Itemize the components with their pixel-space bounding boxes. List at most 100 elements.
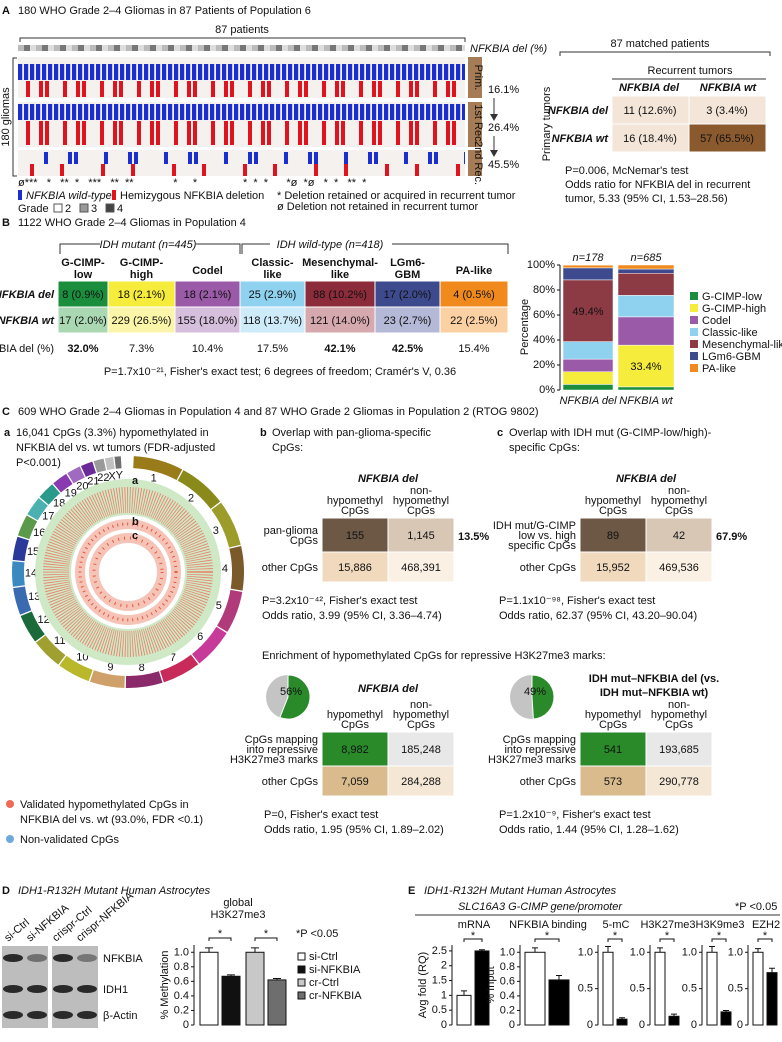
y-tick-label: 0% <box>539 384 555 396</box>
chromosome-label: 11 <box>54 635 65 647</box>
col-header: hypomethyl <box>651 495 707 507</box>
ideogram <box>114 456 122 469</box>
group-label: IDH wild-type (n=418) <box>277 239 384 251</box>
row-pct: 45.5% <box>488 159 519 171</box>
sig-label: * <box>717 930 722 942</box>
deletion-cells <box>18 81 465 97</box>
stat-note: P=3.2x10⁻⁴², Fisher's exact test <box>262 595 417 607</box>
col-header: hypomethyl <box>651 709 707 721</box>
panel-letter: B <box>2 217 10 229</box>
col-header: non- <box>410 485 432 497</box>
row-label: NFKBIA del <box>548 105 609 117</box>
sig-bracket <box>607 938 623 942</box>
stat-note: Odds ratio, 1.44 (95% CI, 1.28–1.62) <box>499 824 679 836</box>
pct-value: 42.1% <box>324 343 355 355</box>
row-pct: 16.1% <box>488 84 519 96</box>
y-tick-label: 1.5 <box>432 975 447 987</box>
grade-swatch <box>79 203 89 213</box>
bracket <box>12 57 17 177</box>
sub-title: Overlap with IDH mut (G-CIMP-low/high)- <box>509 427 712 439</box>
pie-label: 49% <box>524 686 546 698</box>
y-tick-label: 1.0 <box>500 946 515 958</box>
table-cell <box>321 551 389 583</box>
table-cell <box>57 280 109 308</box>
ideogram <box>191 626 227 664</box>
table-cell <box>645 517 713 553</box>
ideogram <box>217 589 243 632</box>
patients-label: 87 patients <box>215 24 269 36</box>
y-tick-label: 0.2 <box>174 1004 189 1016</box>
ideogram <box>39 484 61 505</box>
legend-note: ø Deletion not retained in recurrent tum… <box>277 201 478 213</box>
grade-value: 3 <box>91 203 97 215</box>
panel-title: 609 WHO Grade 2–4 Gliomas in Population … <box>18 406 539 418</box>
cell-text: 22 (2.5%) <box>450 315 498 327</box>
row-tag <box>468 150 482 176</box>
legend-swatch <box>690 340 698 348</box>
row-label: NFKBIA wt <box>552 133 610 145</box>
grade-label: Grade <box>18 203 49 215</box>
bar <box>199 951 219 1026</box>
table-cell <box>645 731 713 767</box>
ideogram <box>160 654 199 683</box>
bar-segment <box>562 341 614 360</box>
error-bar <box>723 1009 729 1012</box>
legend-label: G-CIMP-low <box>702 291 762 303</box>
bar-segment <box>562 358 614 372</box>
pct-value: 32.0% <box>67 343 98 355</box>
bar <box>221 975 241 1026</box>
bracket <box>241 243 509 254</box>
bar-segment <box>617 316 675 346</box>
table-cell <box>688 123 767 153</box>
sig-bracket <box>711 938 727 942</box>
cell-text: 155 <box>346 530 364 542</box>
cell-text: 25 (2.9%) <box>249 289 297 301</box>
deletion-cells <box>18 121 465 145</box>
chromosome-label: 7 <box>170 652 176 664</box>
chromosome-label: 3 <box>213 525 219 537</box>
note: *P <0.05 <box>296 928 338 940</box>
table-cell <box>321 765 389 797</box>
stat-note: tumor, 5.33 (95% CI, 1.53–28.56) <box>565 193 728 205</box>
bar-segment <box>562 264 614 269</box>
cell-text: 573 <box>604 776 622 788</box>
chart-title: EZH2 <box>752 919 780 931</box>
y-tick-label: 1.0 <box>578 946 593 958</box>
legend-swatch <box>112 190 116 200</box>
legend-label: cr-Ctrl <box>309 977 339 989</box>
col-header: hypomethyl <box>393 495 449 507</box>
col-header: non- <box>410 699 432 711</box>
cell-text: 8,982 <box>341 744 369 756</box>
chart-title: H3K27me3 <box>640 919 695 931</box>
legend-swatch <box>297 991 306 1000</box>
bar <box>602 951 614 1026</box>
bar-segment <box>617 295 675 318</box>
chromosome-label: 22 <box>97 472 109 484</box>
error-bar <box>657 947 663 953</box>
y-tick-label: 0 <box>509 1019 515 1031</box>
legend-label: LGm6-GBM <box>702 351 761 363</box>
cell-text: 42 <box>673 530 685 542</box>
chromosome-label: 21 <box>87 475 99 487</box>
y-axis-label: Avg fold (RQ) <box>417 952 429 1018</box>
blot-band <box>77 1011 97 1019</box>
bar-segment <box>617 268 675 274</box>
row-pct: 26.4% <box>488 122 519 134</box>
stat-note: P=0.006, McNemar's test <box>565 165 688 177</box>
y-tick-label: 0.6 <box>500 975 515 987</box>
bar <box>245 951 265 1026</box>
panel-letter: C <box>2 406 10 418</box>
legend-label: Classic-like <box>702 327 758 339</box>
pie-slice <box>531 674 555 720</box>
row-label: into repressive <box>246 744 318 756</box>
col-header: hypomethyl <box>327 709 383 721</box>
table-cell <box>579 765 647 797</box>
sig-bracket <box>254 937 278 941</box>
y-tick-label: 0 <box>737 1019 743 1031</box>
blot-band <box>77 954 97 962</box>
sub-title: CpGs: <box>272 442 303 454</box>
table-cell <box>374 280 441 308</box>
row-label: NFKBIA wt <box>0 315 55 327</box>
